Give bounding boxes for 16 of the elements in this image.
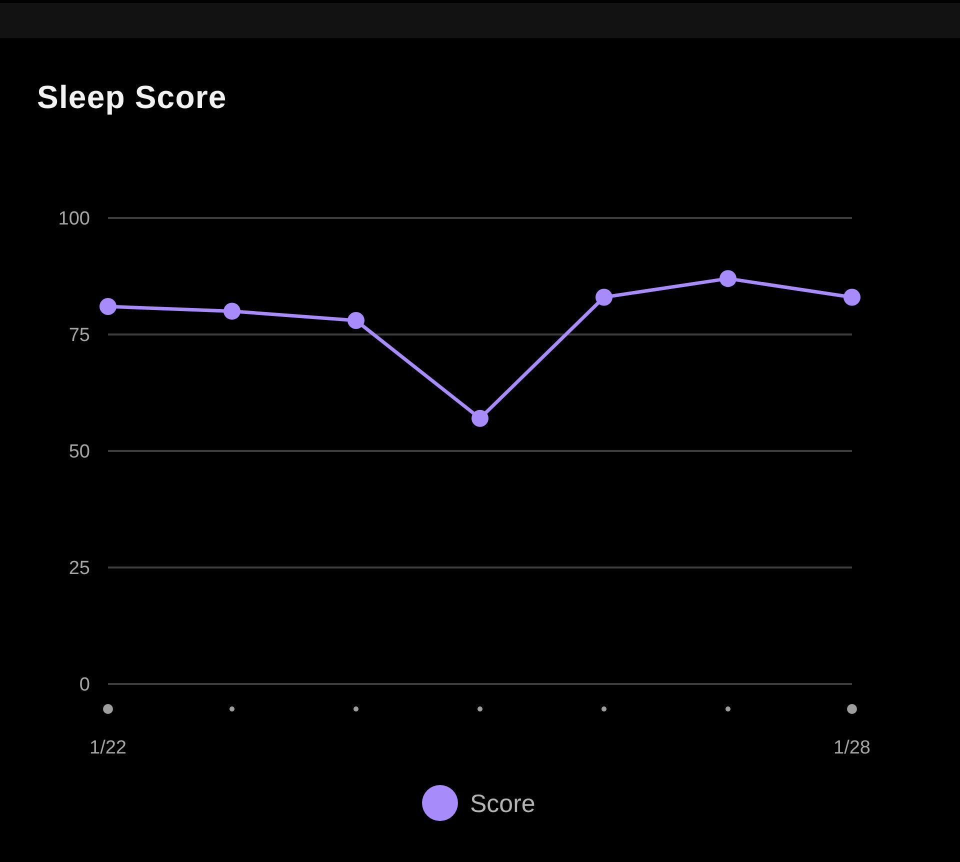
- x-tick-label: 1/28: [834, 738, 870, 759]
- y-tick-label: 50: [68, 442, 90, 463]
- point: [224, 302, 240, 320]
- point: [472, 410, 488, 427]
- point: [596, 288, 612, 306]
- legend-label: Score: [470, 790, 536, 818]
- y-tick-label: 100: [58, 208, 90, 230]
- x-tick-label: 1/22: [90, 738, 126, 759]
- point: [844, 288, 860, 306]
- y-tick-label: 0: [79, 674, 90, 696]
- point: [100, 298, 116, 316]
- y-tick-label: 75: [68, 325, 90, 346]
- chart-title: Sleep Score: [37, 79, 227, 115]
- point: [720, 270, 736, 288]
- point: [348, 312, 364, 330]
- y-tick-label: 25: [68, 558, 90, 580]
